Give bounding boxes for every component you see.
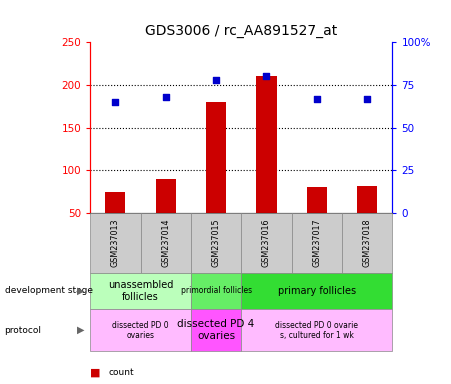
Text: dissected PD 0
ovaries: dissected PD 0 ovaries xyxy=(112,321,169,340)
Point xyxy=(112,99,119,105)
Point xyxy=(313,96,320,102)
Text: development stage: development stage xyxy=(5,286,92,295)
Text: count: count xyxy=(108,368,134,377)
Text: GSM237016: GSM237016 xyxy=(262,218,271,267)
Text: dissected PD 4
ovaries: dissected PD 4 ovaries xyxy=(178,319,255,341)
Bar xyxy=(256,76,276,256)
Text: GSM237018: GSM237018 xyxy=(363,218,372,267)
Text: dissected PD 0 ovarie
s, cultured for 1 wk: dissected PD 0 ovarie s, cultured for 1 … xyxy=(275,321,359,340)
Text: GSM237017: GSM237017 xyxy=(313,218,321,267)
Text: primary follicles: primary follicles xyxy=(278,286,356,296)
Bar xyxy=(156,179,176,256)
Text: ▶: ▶ xyxy=(78,325,85,335)
Text: GSM237014: GSM237014 xyxy=(161,218,170,267)
Text: GSM237013: GSM237013 xyxy=(111,218,120,267)
Point xyxy=(212,77,220,83)
Bar xyxy=(307,187,327,256)
Bar xyxy=(357,186,377,256)
Text: ■: ■ xyxy=(90,367,101,377)
Text: GSM237015: GSM237015 xyxy=(212,218,221,267)
Text: unassembled
follicles: unassembled follicles xyxy=(108,280,173,302)
Text: primordial follicles: primordial follicles xyxy=(180,286,252,295)
Text: ▶: ▶ xyxy=(78,286,85,296)
Bar xyxy=(105,192,125,256)
Bar xyxy=(206,102,226,256)
Title: GDS3006 / rc_AA891527_at: GDS3006 / rc_AA891527_at xyxy=(145,25,337,38)
Text: protocol: protocol xyxy=(5,326,41,335)
Point xyxy=(263,73,270,79)
Point xyxy=(162,94,169,100)
Point xyxy=(364,96,371,102)
